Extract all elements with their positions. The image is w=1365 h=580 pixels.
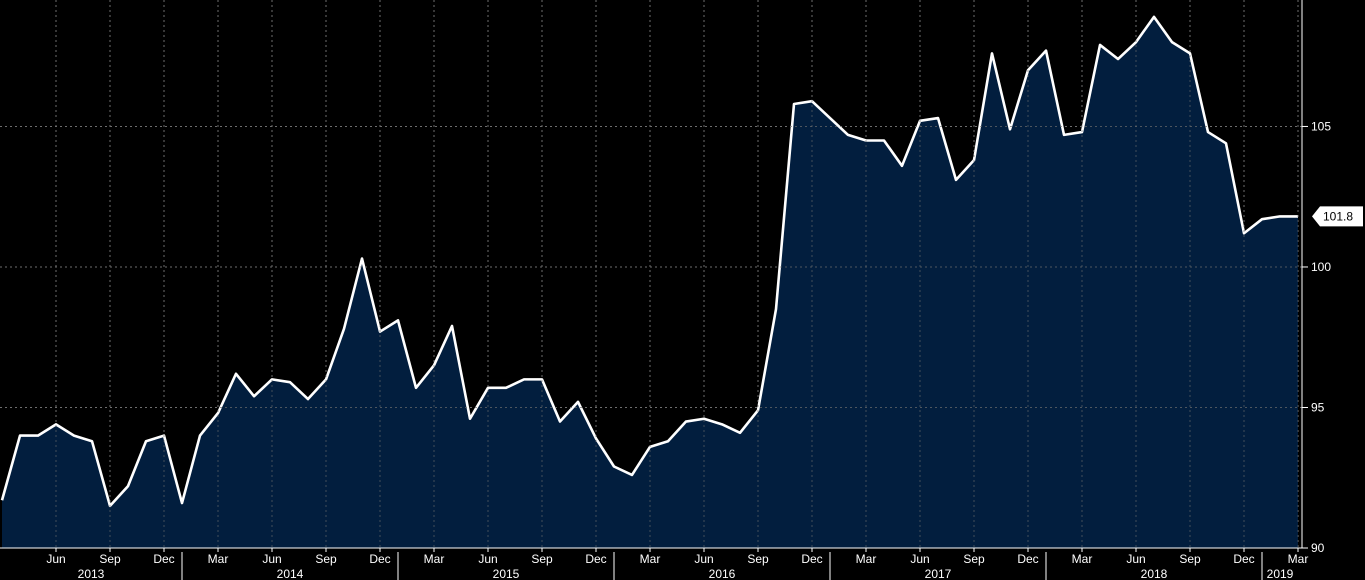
- x-tick-label: Dec: [1233, 552, 1254, 566]
- year-label: 2013: [78, 567, 105, 580]
- x-tick-label: Sep: [963, 552, 985, 566]
- x-tick-label: Jun: [694, 552, 713, 566]
- x-tick-label: Sep: [1179, 552, 1201, 566]
- last-value-label: 101.8: [1323, 209, 1353, 223]
- year-label: 2014: [277, 567, 304, 580]
- x-tick-label: Dec: [585, 552, 606, 566]
- area-layer: [0, 0, 1299, 549]
- x-tick-label: Sep: [747, 552, 769, 566]
- year-label: 2019: [1267, 567, 1294, 580]
- x-tick-label: Dec: [369, 552, 390, 566]
- y-tick-label: 105: [1311, 119, 1331, 133]
- x-tick-label: Jun: [910, 552, 929, 566]
- year-label: 2018: [1141, 567, 1168, 580]
- year-label: 2015: [493, 567, 520, 580]
- x-tick-label: Sep: [531, 552, 553, 566]
- x-tick-label: Mar: [1072, 552, 1093, 566]
- year-label: 2017: [925, 567, 952, 580]
- x-tick-label: Mar: [1288, 552, 1309, 566]
- x-tick-label: Sep: [315, 552, 337, 566]
- x-tick-label: Dec: [153, 552, 174, 566]
- label-layer: Jun Sep Dec Mar Jun Sep Dec Mar Jun Sep Dec Mar Jun S…: [46, 119, 1363, 580]
- x-tick-label: Mar: [424, 552, 445, 566]
- x-tick-label: Jun: [1126, 552, 1145, 566]
- x-tick-label: Mar: [208, 552, 229, 566]
- x-tick-label: Jun: [478, 552, 497, 566]
- x-tick-label: Mar: [640, 552, 661, 566]
- last-value-tag: [1312, 206, 1363, 227]
- y-tick-label: 90: [1311, 541, 1325, 555]
- x-tick-label: Dec: [801, 552, 822, 566]
- x-tick-label: Mar: [856, 552, 877, 566]
- x-tick-label: Sep: [99, 552, 121, 566]
- x-tick-label: Dec: [1017, 552, 1038, 566]
- y-tick-label: 100: [1311, 260, 1331, 274]
- x-tick-label: Jun: [262, 552, 281, 566]
- x-tick-label: Jun: [46, 552, 65, 566]
- axis-layer: [0, 0, 1308, 580]
- year-label: 2016: [709, 567, 736, 580]
- y-tick-label: 95: [1311, 400, 1325, 414]
